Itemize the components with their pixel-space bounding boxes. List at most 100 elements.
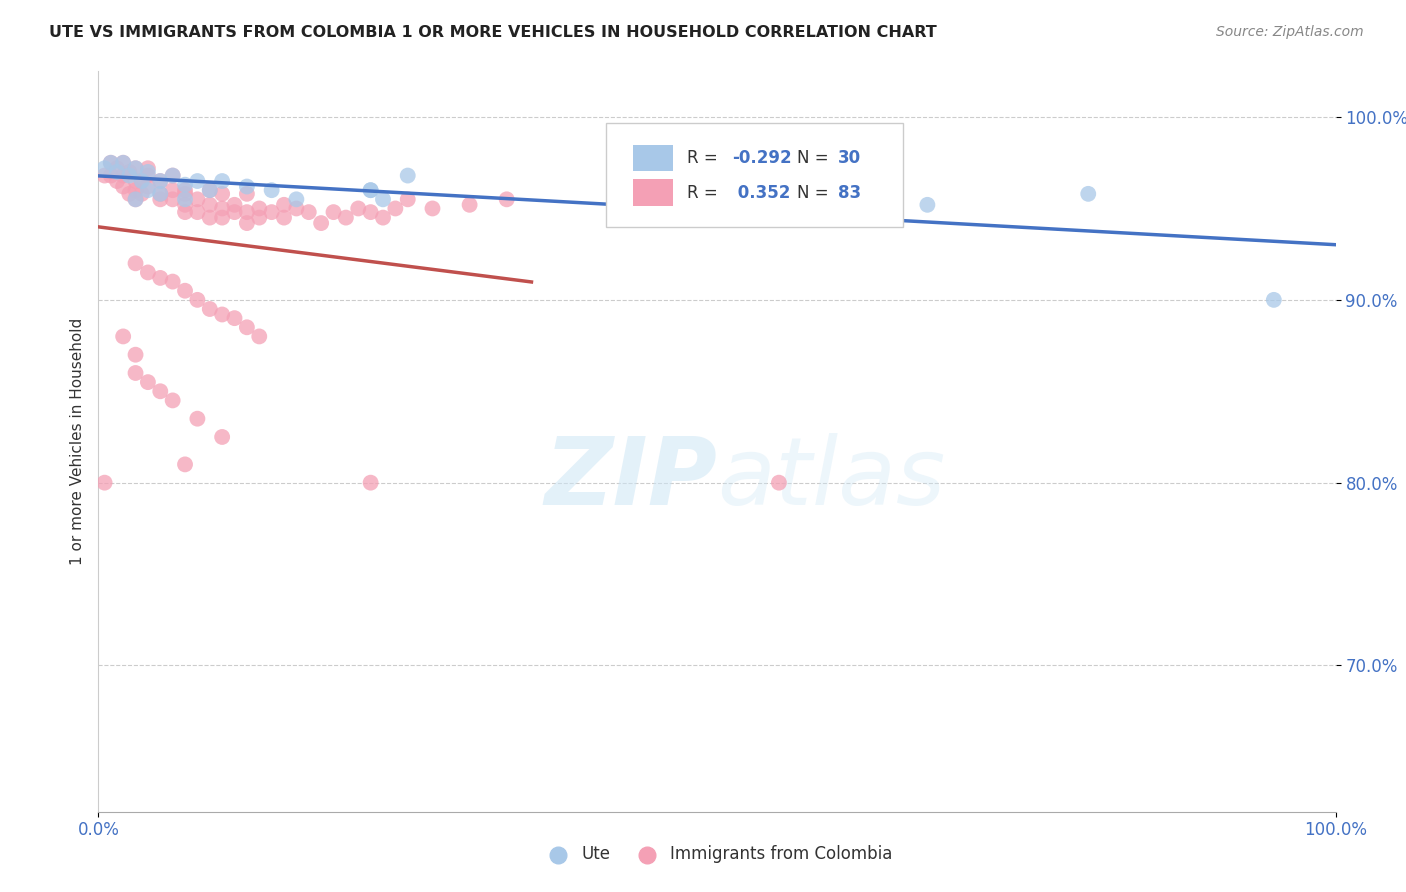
Legend: Ute, Immigrants from Colombia: Ute, Immigrants from Colombia [534, 838, 900, 870]
Point [162, 169, 184, 183]
Text: N =: N = [797, 184, 834, 202]
Point [211, 202, 233, 216]
Point [186, 293, 208, 307]
Point [149, 174, 172, 188]
Point [100, 155, 122, 169]
Point [105, 174, 128, 188]
Point [198, 301, 221, 316]
Point [309, 216, 332, 230]
Point [174, 192, 197, 206]
Point [236, 320, 259, 334]
Point [347, 202, 370, 216]
Point [260, 183, 283, 197]
Point [105, 161, 128, 176]
Point [768, 475, 790, 490]
Point [131, 174, 153, 188]
Point [136, 183, 159, 197]
Point [149, 271, 172, 285]
Point [285, 192, 308, 206]
Text: atlas: atlas [717, 433, 945, 524]
Point [174, 458, 197, 472]
Point [247, 211, 270, 225]
Point [112, 169, 135, 183]
Point [162, 183, 184, 197]
Point [124, 183, 146, 197]
Point [236, 179, 259, 194]
Point [131, 186, 153, 201]
Point [93, 161, 115, 176]
Point [149, 186, 172, 201]
Point [124, 192, 146, 206]
Point [236, 216, 259, 230]
Text: UTE VS IMMIGRANTS FROM COLOMBIA 1 OR MORE VEHICLES IN HOUSEHOLD CORRELATION CHAR: UTE VS IMMIGRANTS FROM COLOMBIA 1 OR MOR… [49, 25, 936, 40]
Point [136, 169, 159, 183]
Point [1263, 293, 1285, 307]
Text: N =: N = [797, 149, 834, 167]
Point [124, 366, 146, 380]
Point [118, 186, 141, 201]
Point [298, 205, 321, 219]
Point [360, 205, 382, 219]
Point [360, 475, 382, 490]
Point [174, 186, 197, 201]
Point [93, 169, 115, 183]
FancyBboxPatch shape [633, 145, 672, 171]
Text: 0.352: 0.352 [733, 184, 790, 202]
Point [495, 192, 517, 206]
Point [768, 205, 790, 219]
Point [247, 202, 270, 216]
Point [335, 211, 357, 225]
Text: Source: ZipAtlas.com: Source: ZipAtlas.com [1216, 25, 1364, 39]
Point [112, 155, 135, 169]
Point [118, 165, 141, 179]
Text: 83: 83 [838, 184, 862, 202]
Point [174, 198, 197, 212]
Point [149, 174, 172, 188]
Point [224, 205, 246, 219]
Point [285, 202, 308, 216]
Text: -0.292: -0.292 [733, 149, 792, 167]
Point [136, 179, 159, 194]
Point [149, 384, 172, 399]
Point [384, 202, 406, 216]
Point [100, 169, 122, 183]
Point [186, 205, 208, 219]
Point [1077, 186, 1099, 201]
Point [371, 211, 394, 225]
Point [162, 275, 184, 289]
Point [917, 198, 939, 212]
Point [186, 411, 208, 425]
Text: ZIP: ZIP [544, 433, 717, 524]
Point [211, 430, 233, 444]
Point [136, 375, 159, 389]
Point [131, 174, 153, 188]
Point [247, 329, 270, 343]
Point [371, 192, 394, 206]
Point [260, 205, 283, 219]
Point [236, 186, 259, 201]
Point [198, 183, 221, 197]
Point [124, 348, 146, 362]
Point [136, 161, 159, 176]
FancyBboxPatch shape [633, 179, 672, 206]
Point [198, 183, 221, 197]
Point [273, 211, 295, 225]
Point [174, 284, 197, 298]
Y-axis label: 1 or more Vehicles in Household: 1 or more Vehicles in Household [69, 318, 84, 566]
Point [360, 183, 382, 197]
Point [224, 311, 246, 326]
Point [211, 174, 233, 188]
Point [186, 192, 208, 206]
Point [124, 161, 146, 176]
Point [124, 192, 146, 206]
Point [124, 161, 146, 176]
Point [273, 198, 295, 212]
Point [124, 174, 146, 188]
Point [396, 192, 419, 206]
Point [422, 202, 444, 216]
Point [198, 198, 221, 212]
Point [105, 165, 128, 179]
Point [360, 183, 382, 197]
Point [458, 198, 481, 212]
Point [211, 186, 233, 201]
